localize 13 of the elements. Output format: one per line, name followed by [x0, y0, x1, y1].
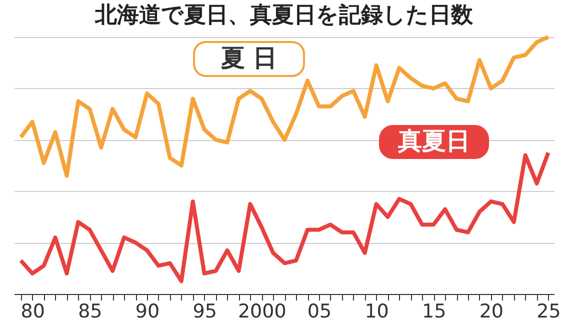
- x-tick-label: 20: [479, 300, 504, 322]
- series-label: 夏 日: [220, 44, 278, 72]
- x-tick-label: 25: [536, 300, 561, 322]
- x-tick-label: 90: [135, 300, 160, 322]
- x-tick-label: 95: [192, 300, 217, 322]
- x-tick-label: 15: [422, 300, 446, 322]
- series-label: 真夏日: [397, 127, 470, 155]
- chart-title: 北海道で夏日、真夏日を記録した日数: [94, 3, 474, 28]
- x-tick-label: 10: [364, 300, 389, 322]
- x-tick-label: 05: [307, 300, 332, 322]
- x-tick-label: 2000: [238, 300, 286, 322]
- x-tick-label: 85: [78, 300, 102, 322]
- x-tick-label: 80: [20, 300, 45, 322]
